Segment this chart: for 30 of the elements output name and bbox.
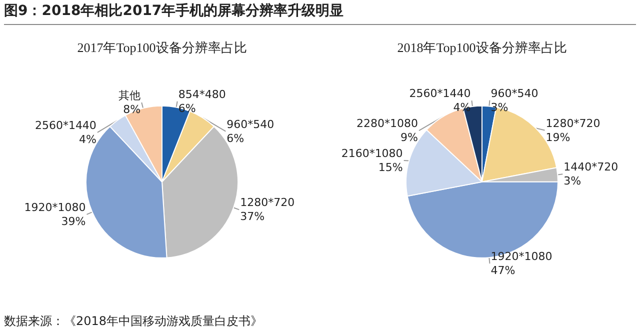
slice-label: 1280*720	[240, 196, 295, 210]
slice-label: 960*540	[226, 118, 274, 131]
slice-label: 2560*1440	[34, 118, 96, 132]
data-label: 4%	[453, 101, 471, 114]
slice-label: 854*480	[178, 88, 226, 101]
data-label: 6%	[178, 102, 196, 115]
data-label: 3%	[564, 174, 582, 188]
slice-label: 1280*720	[546, 116, 600, 130]
slice-label: 其他	[118, 88, 141, 102]
data-label: 39%	[61, 214, 86, 228]
slice-label: 1920*1080	[24, 200, 86, 214]
data-label: 6%	[226, 132, 244, 145]
slice-label: 2160*1080	[341, 147, 403, 160]
chart-title: 2017年Top100设备分辨率占比	[77, 40, 247, 55]
data-label: 37%	[240, 210, 265, 224]
data-label: 47%	[490, 264, 516, 278]
slice-label: 960*540	[490, 86, 538, 100]
slice-label: 2560*1440	[409, 87, 471, 100]
source-note: 数据来源：《2018年中国移动游戏质量白皮书》	[4, 313, 263, 330]
text: 图9：2018年相比2017年手机的屏幕分辨率升级明显	[4, 2, 636, 25]
chart-title: 2018年Top100设备分辨率占比	[397, 40, 567, 55]
data-label: 19%	[546, 130, 570, 144]
slice-label: 1920*1080	[490, 250, 552, 264]
slice-label: 2280*1080	[356, 117, 418, 130]
data-label: 9%	[400, 131, 418, 144]
data-label: 8%	[123, 102, 141, 116]
data-label: 3%	[490, 100, 508, 114]
slice-label: 1440*720	[564, 160, 618, 174]
data-label: 15%	[378, 161, 403, 174]
data-label: 4%	[78, 132, 96, 146]
